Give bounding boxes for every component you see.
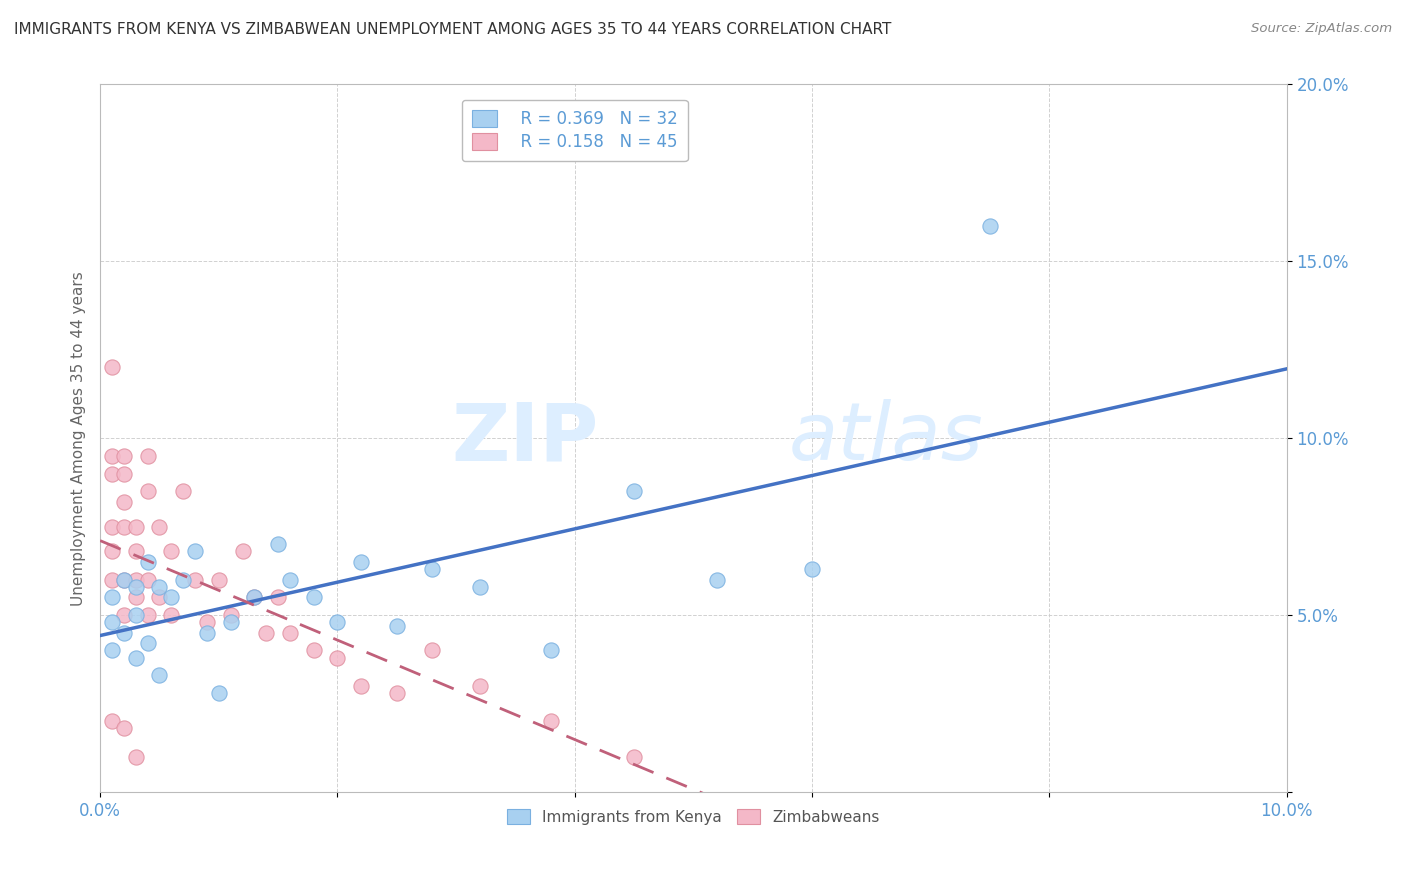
Point: [208, 573, 231, 587]
Point: [420, 562, 443, 576]
Point: [468, 679, 491, 693]
Point: [101, 714, 124, 729]
Point: [148, 580, 170, 594]
Point: [101, 449, 124, 463]
Point: [136, 608, 159, 623]
Point: [125, 650, 148, 665]
Point: [184, 573, 207, 587]
Point: [326, 650, 349, 665]
Point: [101, 544, 124, 558]
Point: [184, 544, 207, 558]
Point: [101, 643, 124, 657]
Text: Source: ZipAtlas.com: Source: ZipAtlas.com: [1251, 22, 1392, 36]
Point: [160, 608, 183, 623]
Point: [267, 537, 290, 551]
Point: [540, 714, 562, 729]
Point: [125, 519, 148, 533]
Point: [208, 686, 231, 700]
Point: [468, 580, 491, 594]
Point: [302, 591, 325, 605]
Point: [979, 219, 1001, 233]
Y-axis label: Unemployment Among Ages 35 to 44 years: Unemployment Among Ages 35 to 44 years: [72, 271, 86, 606]
Point: [231, 544, 253, 558]
Point: [148, 668, 170, 682]
Text: atlas: atlas: [789, 400, 983, 477]
Text: ZIP: ZIP: [451, 400, 599, 477]
Point: [326, 615, 349, 629]
Point: [219, 615, 242, 629]
Point: [219, 608, 242, 623]
Point: [101, 519, 124, 533]
Point: [125, 580, 148, 594]
Point: [160, 591, 183, 605]
Point: [101, 573, 124, 587]
Point: [172, 573, 194, 587]
Point: [112, 519, 135, 533]
Point: [278, 573, 301, 587]
Point: [125, 749, 148, 764]
Legend: Immigrants from Kenya, Zimbabweans: Immigrants from Kenya, Zimbabweans: [498, 799, 889, 834]
Point: [243, 591, 266, 605]
Point: [101, 591, 124, 605]
Point: [801, 562, 824, 576]
Point: [112, 495, 135, 509]
Point: [101, 360, 124, 375]
Point: [160, 544, 183, 558]
Point: [243, 591, 266, 605]
Point: [350, 679, 373, 693]
Point: [420, 643, 443, 657]
Point: [125, 544, 148, 558]
Point: [125, 591, 148, 605]
Point: [254, 625, 277, 640]
Point: [302, 643, 325, 657]
Point: [136, 636, 159, 650]
Point: [136, 573, 159, 587]
Point: [350, 555, 373, 569]
Point: [172, 484, 194, 499]
Point: [112, 467, 135, 481]
Point: [278, 625, 301, 640]
Point: [267, 591, 290, 605]
Point: [112, 625, 135, 640]
Point: [125, 573, 148, 587]
Point: [148, 519, 170, 533]
Point: [385, 686, 408, 700]
Text: IMMIGRANTS FROM KENYA VS ZIMBABWEAN UNEMPLOYMENT AMONG AGES 35 TO 44 YEARS CORRE: IMMIGRANTS FROM KENYA VS ZIMBABWEAN UNEM…: [14, 22, 891, 37]
Point: [623, 484, 645, 499]
Point: [706, 573, 728, 587]
Point: [136, 555, 159, 569]
Point: [125, 608, 148, 623]
Point: [540, 643, 562, 657]
Point: [136, 449, 159, 463]
Point: [101, 467, 124, 481]
Point: [385, 618, 408, 632]
Point: [112, 608, 135, 623]
Point: [112, 449, 135, 463]
Point: [623, 749, 645, 764]
Point: [195, 625, 218, 640]
Point: [195, 615, 218, 629]
Point: [148, 591, 170, 605]
Point: [112, 573, 135, 587]
Point: [112, 721, 135, 735]
Point: [136, 484, 159, 499]
Point: [101, 615, 124, 629]
Point: [112, 573, 135, 587]
